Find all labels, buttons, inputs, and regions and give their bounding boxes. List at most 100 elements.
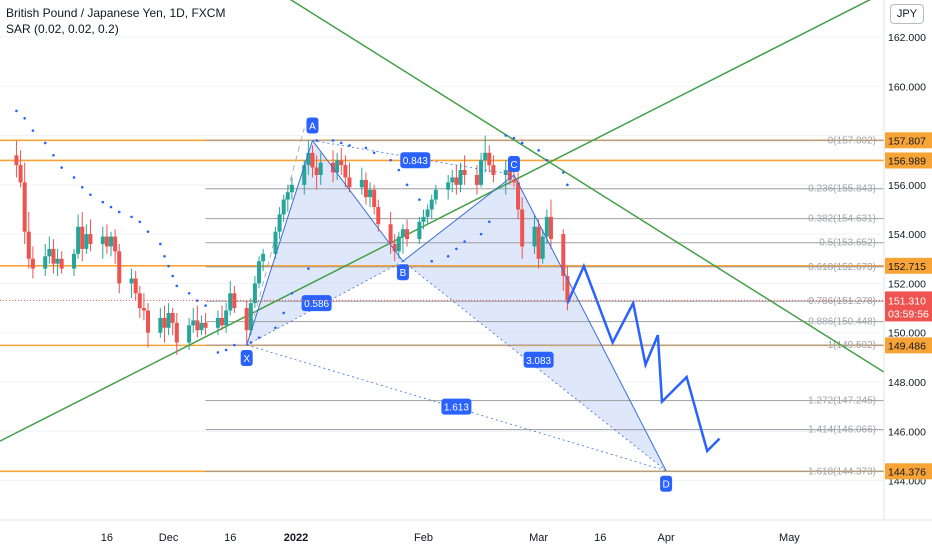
indicator-label[interactable]: SAR (0.02, 0.02, 0.2) xyxy=(6,22,119,36)
candle-body xyxy=(166,312,171,328)
sar-dot xyxy=(257,336,261,339)
candle-body xyxy=(400,229,405,237)
pattern-point-d[interactable]: D xyxy=(660,475,673,492)
time-tick-label: Mar xyxy=(529,532,548,544)
candle-body xyxy=(540,236,545,259)
time-tick-label: 2022 xyxy=(284,532,308,544)
candle-body xyxy=(347,177,352,188)
candle-body xyxy=(548,216,553,240)
ratio-label-bg xyxy=(301,295,332,312)
candle-body xyxy=(565,276,570,301)
sar-dot xyxy=(348,144,351,147)
price-level-tag-text: 157.807 xyxy=(888,135,926,147)
ratio-label[interactable]: 0.843 xyxy=(400,152,431,169)
sar-dot xyxy=(187,291,191,295)
ratio-label-bg xyxy=(441,398,472,415)
candle-body xyxy=(462,170,467,175)
sar-dot xyxy=(339,141,343,145)
fib-level-label: 0.382(154.631) xyxy=(808,214,876,225)
candle-body xyxy=(433,189,438,200)
price-level-tag-text: 144.376 xyxy=(888,466,926,478)
sar-dot xyxy=(274,326,277,330)
candle-body xyxy=(417,221,422,240)
sar-dot xyxy=(146,230,150,233)
sar-dot xyxy=(171,274,174,278)
candle-body xyxy=(228,293,233,311)
candle-body xyxy=(289,184,294,193)
candle-body xyxy=(59,258,64,269)
sar-dot xyxy=(130,215,133,219)
candle-body xyxy=(392,243,397,252)
sar-dot xyxy=(23,116,26,120)
fib-level-label: 0(157.802) xyxy=(828,135,876,146)
sar-dot xyxy=(331,139,335,142)
candle-body xyxy=(113,236,118,252)
candle-body xyxy=(302,165,307,185)
candle-body xyxy=(376,207,381,225)
candle-body xyxy=(248,303,253,331)
sar-dot xyxy=(167,264,170,268)
pattern-point-b[interactable]: B xyxy=(396,264,409,281)
price-level-tag xyxy=(885,152,932,169)
candle-body xyxy=(520,209,525,247)
harmonic-leg xyxy=(402,174,515,262)
candle-body xyxy=(51,248,56,264)
candle-body xyxy=(104,236,109,247)
price-level-tag-text: 152.715 xyxy=(888,261,926,273)
price-tick-label: 148.000 xyxy=(888,377,926,389)
pattern-point-b-bg xyxy=(396,264,409,281)
candle-body xyxy=(318,162,323,175)
candle-body xyxy=(388,224,393,244)
pattern-point-c[interactable]: C xyxy=(507,155,520,172)
sar-dot xyxy=(405,183,409,187)
time-tick-label: 16 xyxy=(101,532,113,544)
candle-body xyxy=(454,177,459,185)
ratio-label[interactable]: 1.613 xyxy=(441,398,472,415)
fib-level-label: 0.5(153.652) xyxy=(819,238,876,249)
candle-body xyxy=(405,229,410,240)
sar-dot xyxy=(504,134,508,137)
candle-body xyxy=(109,236,114,247)
ratio-label[interactable]: 0.586 xyxy=(301,295,332,312)
time-tick-label: 16 xyxy=(594,532,606,544)
trend-line xyxy=(289,0,885,373)
candle-body xyxy=(224,310,229,326)
harmonic-leg xyxy=(246,140,313,346)
pattern-point-a-bg xyxy=(306,117,319,134)
candle-body xyxy=(396,236,401,252)
harmonic-leg xyxy=(312,140,404,262)
candle-body xyxy=(162,317,167,328)
price-level-tag xyxy=(885,132,932,149)
currency-button[interactable]: JPY xyxy=(890,4,924,24)
candle-body xyxy=(100,236,105,244)
sar-dot xyxy=(561,171,565,174)
candle-body xyxy=(335,160,340,173)
sar-dot xyxy=(389,158,392,162)
time-tick-label: May xyxy=(779,532,800,544)
pattern-point-x[interactable]: X xyxy=(240,350,253,367)
fib-level-label: 1.414(146.066) xyxy=(808,425,876,436)
sar-dot xyxy=(566,183,569,187)
candle-body xyxy=(429,199,434,210)
time-tick-label: Feb xyxy=(414,532,433,544)
fib-level-label: 0.786(151.278) xyxy=(808,296,876,307)
candle-body xyxy=(220,317,225,326)
sar-dot xyxy=(315,139,318,142)
candle-body xyxy=(479,160,484,185)
sar-dot xyxy=(520,141,524,145)
sar-dot xyxy=(364,146,368,150)
candle-body xyxy=(30,258,35,269)
ratio-label-bg xyxy=(523,351,554,368)
fib-level-label: 1(149.502) xyxy=(828,340,876,351)
candle-body xyxy=(117,251,122,284)
candle-body xyxy=(536,226,541,259)
candle-body xyxy=(261,253,266,262)
pattern-point-a[interactable]: A xyxy=(306,117,319,134)
ratio-label[interactable]: 3.083 xyxy=(523,351,554,368)
sar-dot xyxy=(463,240,466,243)
sar-dot xyxy=(216,351,220,354)
sar-dot xyxy=(418,198,421,201)
time-tick-label: Apr xyxy=(658,532,675,544)
candle-body xyxy=(80,226,85,249)
